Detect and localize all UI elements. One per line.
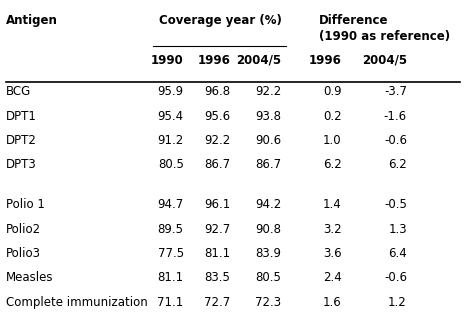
Text: 6.2: 6.2 (323, 158, 342, 171)
Text: -0.5: -0.5 (384, 198, 407, 211)
Text: 94.7: 94.7 (158, 198, 184, 211)
Text: 86.7: 86.7 (255, 158, 281, 171)
Text: 96.8: 96.8 (204, 85, 230, 98)
Text: 2004/5: 2004/5 (236, 54, 281, 67)
Text: 89.5: 89.5 (158, 223, 184, 236)
Text: 95.6: 95.6 (204, 110, 230, 123)
Text: 90.6: 90.6 (255, 134, 281, 147)
Text: Antigen: Antigen (6, 14, 58, 27)
Text: Polio 1: Polio 1 (6, 198, 45, 211)
Text: Polio2: Polio2 (6, 223, 41, 236)
Text: 2.4: 2.4 (323, 271, 342, 284)
Text: 6.2: 6.2 (388, 158, 407, 171)
Text: 1.2: 1.2 (388, 296, 407, 309)
Text: 3.2: 3.2 (323, 223, 342, 236)
Text: 72.3: 72.3 (255, 296, 281, 309)
Text: 90.8: 90.8 (255, 223, 281, 236)
Text: 1.0: 1.0 (323, 134, 342, 147)
Text: Coverage year (%): Coverage year (%) (159, 14, 282, 27)
Text: 71.1: 71.1 (158, 296, 184, 309)
Text: 1996: 1996 (197, 54, 230, 67)
Text: 83.9: 83.9 (255, 247, 281, 260)
Text: 1990: 1990 (151, 54, 184, 67)
Text: 81.1: 81.1 (158, 271, 184, 284)
Text: 72.7: 72.7 (204, 296, 230, 309)
Text: -0.6: -0.6 (384, 134, 407, 147)
Text: -3.7: -3.7 (384, 85, 407, 98)
Text: -1.6: -1.6 (384, 110, 407, 123)
Text: Polio3: Polio3 (6, 247, 40, 260)
Text: 1.4: 1.4 (323, 198, 342, 211)
Text: 95.4: 95.4 (158, 110, 184, 123)
Text: 95.9: 95.9 (158, 85, 184, 98)
Text: 3.6: 3.6 (323, 247, 342, 260)
Text: 80.5: 80.5 (158, 158, 184, 171)
Text: 80.5: 80.5 (255, 271, 281, 284)
Text: Difference
(1990 as reference): Difference (1990 as reference) (319, 14, 450, 43)
Text: 0.9: 0.9 (323, 85, 342, 98)
Text: BCG: BCG (6, 85, 31, 98)
Text: 92.2: 92.2 (204, 134, 230, 147)
Text: 2004/5: 2004/5 (362, 54, 407, 67)
Text: Complete immunization: Complete immunization (6, 296, 147, 309)
Text: 1.3: 1.3 (388, 223, 407, 236)
Text: DPT3: DPT3 (6, 158, 36, 171)
Text: 1996: 1996 (309, 54, 342, 67)
Text: DPT2: DPT2 (6, 134, 36, 147)
Text: 93.8: 93.8 (255, 110, 281, 123)
Text: 92.7: 92.7 (204, 223, 230, 236)
Text: -0.6: -0.6 (384, 271, 407, 284)
Text: 86.7: 86.7 (204, 158, 230, 171)
Text: 94.2: 94.2 (255, 198, 281, 211)
Text: 83.5: 83.5 (204, 271, 230, 284)
Text: 96.1: 96.1 (204, 198, 230, 211)
Text: 1.6: 1.6 (323, 296, 342, 309)
Text: 81.1: 81.1 (204, 247, 230, 260)
Text: DPT1: DPT1 (6, 110, 36, 123)
Text: 77.5: 77.5 (158, 247, 184, 260)
Text: 92.2: 92.2 (255, 85, 281, 98)
Text: 91.2: 91.2 (158, 134, 184, 147)
Text: 0.2: 0.2 (323, 110, 342, 123)
Text: 6.4: 6.4 (388, 247, 407, 260)
Text: Measles: Measles (6, 271, 53, 284)
